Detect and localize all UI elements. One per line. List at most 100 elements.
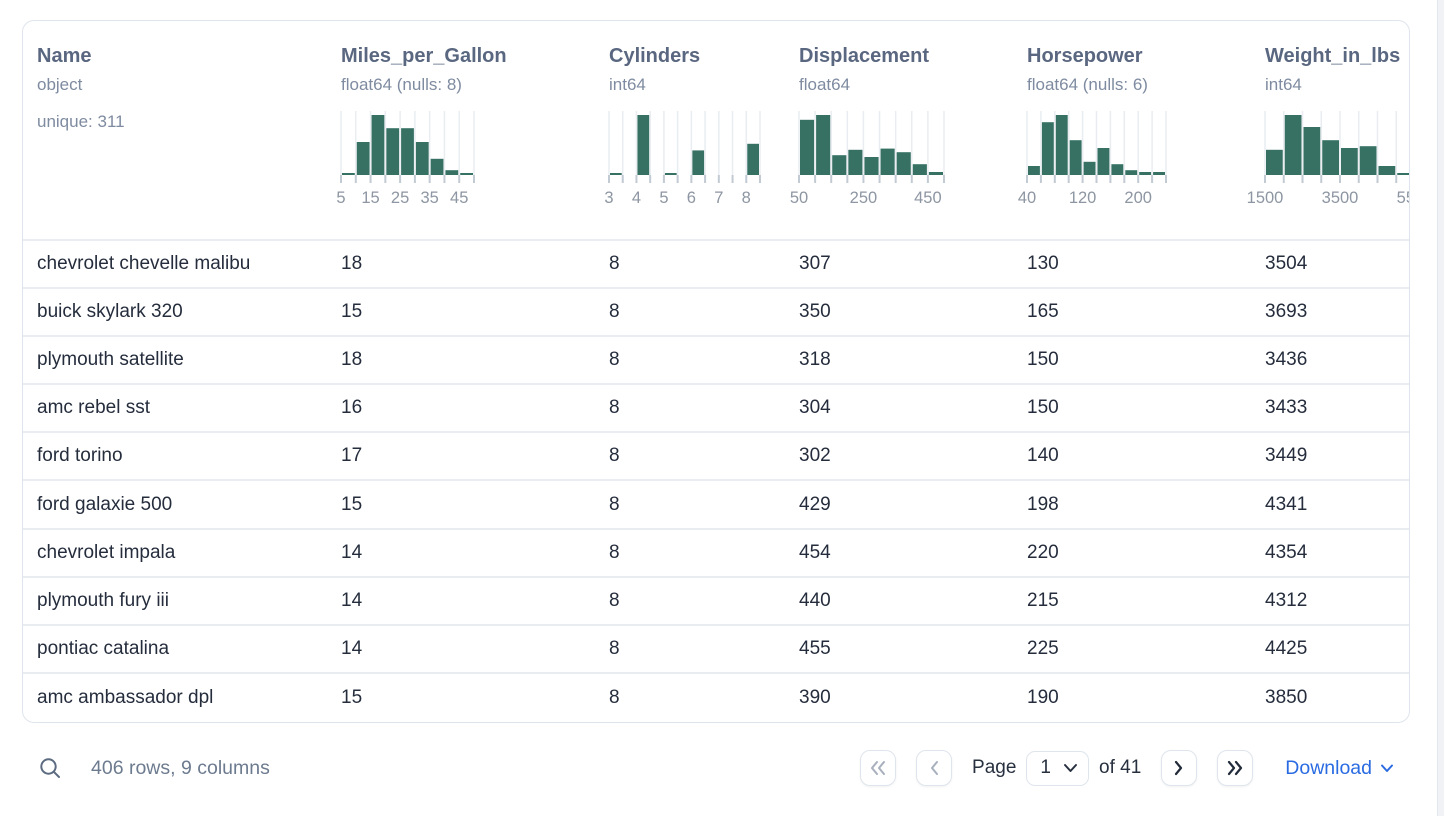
column-header-cylinders[interactable]: Cylinders int64 3 4 5 6 7 8 [604,21,799,239]
column-name: Horsepower [1027,45,1143,67]
chevron-left-icon [928,760,940,776]
table-cell: plymouth fury iii [37,589,169,611]
last-page-button[interactable] [1217,750,1254,786]
download-button[interactable]: Download [1285,757,1394,780]
search-icon[interactable] [38,756,63,781]
table-cell: 8 [609,686,620,708]
page-select-value: 1 [1040,757,1051,778]
table-cell: 220 [1027,541,1059,563]
table-cell: 4354 [1265,541,1308,563]
svg-text:50: 50 [790,189,808,207]
svg-text:35: 35 [420,189,438,207]
table-cell: 440 [799,589,831,611]
table-cell: 4425 [1265,637,1308,659]
table-body: chevrolet chevelle malibu 18 8 307 130 3504 bu… [23,241,1409,722]
svg-text:200: 200 [1124,189,1152,207]
svg-text:450: 450 [914,189,942,207]
column-name: Weight_in_lbs [1265,45,1401,67]
table-cell: ford torino [37,445,123,467]
table-cell: chevrolet chevelle malibu [37,253,251,275]
svg-text:3: 3 [604,189,613,207]
page-label: Page [972,757,1017,778]
table-cell: 307 [799,253,831,275]
svg-text:4: 4 [632,189,641,207]
first-page-button[interactable] [860,750,897,786]
page-total-label: of 41 [1099,757,1142,778]
table-cell: 150 [1027,397,1059,419]
column-header-miles_per_gallon[interactable]: Miles_per_Gallon float64 (nulls: 8) 5 15 25 3… [336,21,609,239]
chevron-right-icon [1173,760,1185,776]
table-cell: 390 [799,686,831,708]
table-row: amc rebel sst 16 8 304 150 3433 [23,385,1409,434]
table-cell: 17 [341,445,363,467]
table-cell: 304 [799,397,831,419]
column-header-weight_in_lbs[interactable]: Weight_in_lbs int64 1500 3500 5500 [1247,21,1410,239]
next-page-button[interactable] [1161,750,1198,786]
table-cell: 3433 [1265,397,1308,419]
row-column-count: 406 rows, 9 columns [91,756,270,779]
table-cell: 15 [341,493,363,515]
histogram-miles_per_gallon: 5 15 25 35 45 [336,111,609,207]
column-header-displacement[interactable]: Displacement float64 50 250 450 [790,21,1027,239]
svg-text:250: 250 [850,189,878,207]
table-cell: 15 [341,686,363,708]
table-cell: 454 [799,541,831,563]
dataset-table-card: Name object unique: 311 Miles_per_Gallon flo… [22,20,1410,723]
table-cell: 14 [341,589,363,611]
table-cell: 429 [799,493,831,515]
table-cell: 3449 [1265,445,1308,467]
table-cell: 302 [799,445,831,467]
table-cell: amc ambassador dpl [37,686,214,708]
double-chevron-left-icon [869,760,887,776]
column-name: Miles_per_Gallon [341,45,507,67]
table-cell: 8 [609,541,620,563]
column-header-name[interactable]: Name object unique: 311 [23,21,341,239]
svg-text:8: 8 [742,189,751,207]
prev-page-button[interactable] [916,750,953,786]
table-cell: 8 [609,493,620,515]
table-cell: 14 [341,541,363,563]
table-cell: 4312 [1265,589,1308,611]
table-cell: 455 [799,637,831,659]
svg-text:6: 6 [687,189,696,207]
column-name: Cylinders [609,45,701,67]
table-cell: 18 [341,349,363,371]
column-header-horsepower[interactable]: Horsepower float64 (nulls: 6) 40 120 200 [1018,21,1265,239]
table-cell: 198 [1027,493,1059,515]
table-cell: 8 [609,397,620,419]
download-label: Download [1285,756,1372,779]
column-name: Name [37,45,92,67]
svg-text:120: 120 [1069,189,1097,207]
table-cell: 350 [799,301,831,323]
column-type: float64 [799,75,851,94]
double-chevron-right-icon [1226,760,1244,776]
table-cell: 130 [1027,253,1059,275]
table-cell: 165 [1027,301,1059,323]
table-row: chevrolet impala 14 8 454 220 4354 [23,530,1409,578]
table-cell: 8 [609,301,620,323]
column-header-row: Name object unique: 311 Miles_per_Gallon flo… [23,21,1409,241]
table-row: plymouth satellite 18 8 318 150 3436 [23,337,1409,386]
table-cell: 3850 [1265,686,1308,708]
table-cell: 4341 [1265,493,1308,515]
chevron-down-icon [1380,764,1394,773]
table-cell: pontiac catalina [37,637,170,659]
table-cell: 8 [609,637,620,659]
svg-text:15: 15 [361,189,379,207]
table-row: amc ambassador dpl 15 8 390 190 3850 [23,674,1409,722]
table-cell: 8 [609,349,620,371]
chevron-down-icon [1063,763,1078,773]
page-select[interactable]: 1 [1026,750,1089,786]
table-cell: 215 [1027,589,1059,611]
svg-text:5500: 5500 [1397,189,1410,207]
table-cell: plymouth satellite [37,349,184,371]
table-cell: 3504 [1265,253,1308,275]
table-row: ford torino 17 8 302 140 3449 [23,433,1409,482]
column-unique-count: unique: 311 [37,112,125,131]
table-cell: 225 [1027,637,1059,659]
svg-text:1500: 1500 [1247,189,1284,207]
table-cell: 3693 [1265,301,1308,323]
table-cell: 14 [341,637,363,659]
